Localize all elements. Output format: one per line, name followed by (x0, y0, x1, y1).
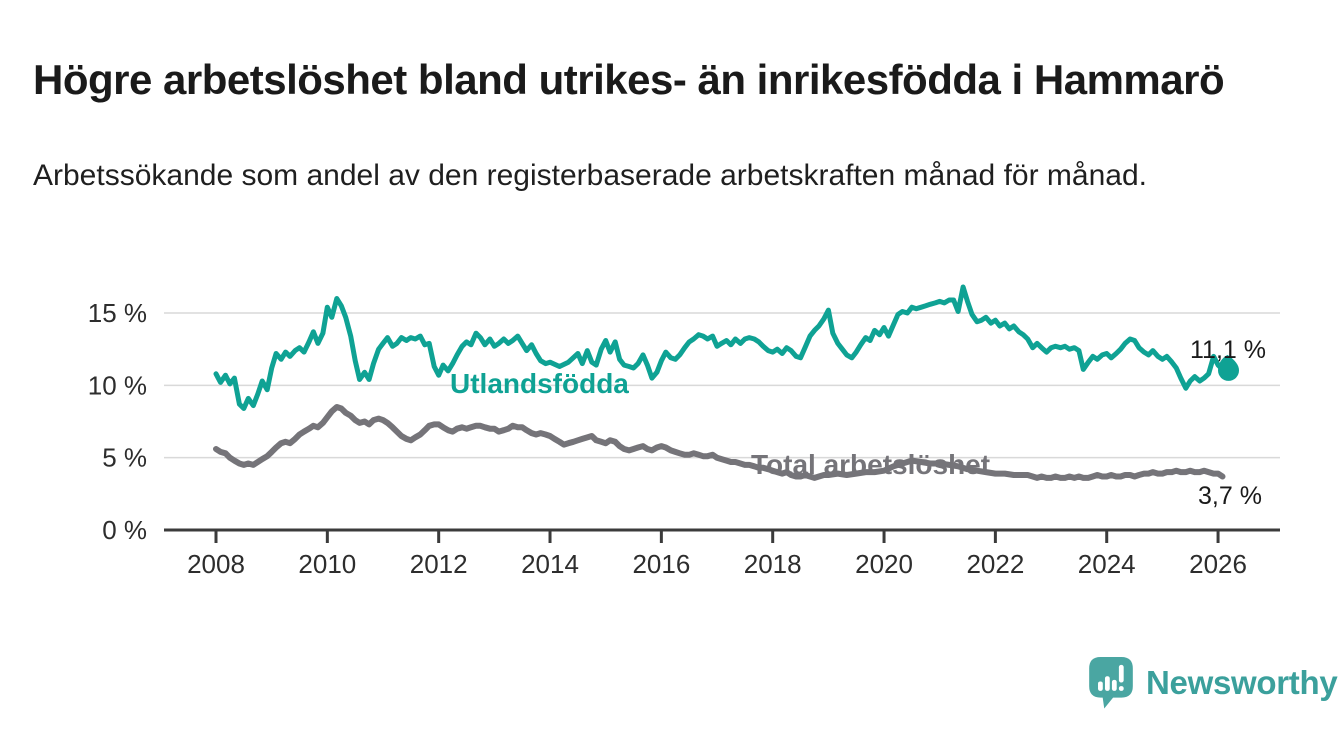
svg-text:2016: 2016 (632, 549, 690, 579)
svg-text:0 %: 0 % (102, 515, 147, 545)
end-value-total: 3,7 % (1198, 482, 1262, 510)
svg-text:2012: 2012 (410, 549, 468, 579)
svg-text:2010: 2010 (298, 549, 356, 579)
newsworthy-logo-icon (1088, 656, 1134, 709)
svg-text:2008: 2008 (187, 549, 245, 579)
newsworthy-logo[interactable]: Newsworthy (1088, 656, 1338, 709)
svg-text:15 %: 15 % (88, 298, 147, 328)
svg-text:5 %: 5 % (102, 443, 147, 473)
line-chart: 2008 2010 2012 2014 2016 2018 2020 2022 2024 2026… (88, 284, 1280, 579)
svg-text:2026: 2026 (1189, 549, 1247, 579)
svg-text:2018: 2018 (744, 549, 802, 579)
svg-text:2020: 2020 (855, 549, 913, 579)
svg-text:2022: 2022 (966, 549, 1024, 579)
series-label-total-arbetsloshet: Total arbetslöshet (751, 449, 991, 480)
newsworthy-brand-text: Newsworthy (1146, 663, 1338, 701)
series-label-utlandsfodda: Utlandsfödda (450, 368, 629, 399)
end-value-utlandsfodda: 11,1 % (1190, 336, 1266, 364)
svg-text:2024: 2024 (1078, 549, 1136, 579)
chart-subtitle: Arbetssökande som andel av den registerb… (33, 159, 1147, 192)
svg-text:2014: 2014 (521, 549, 579, 579)
page-title: Högre arbetslöshet bland utrikes- än inr… (33, 56, 1225, 104)
svg-text:10 %: 10 % (88, 370, 147, 400)
